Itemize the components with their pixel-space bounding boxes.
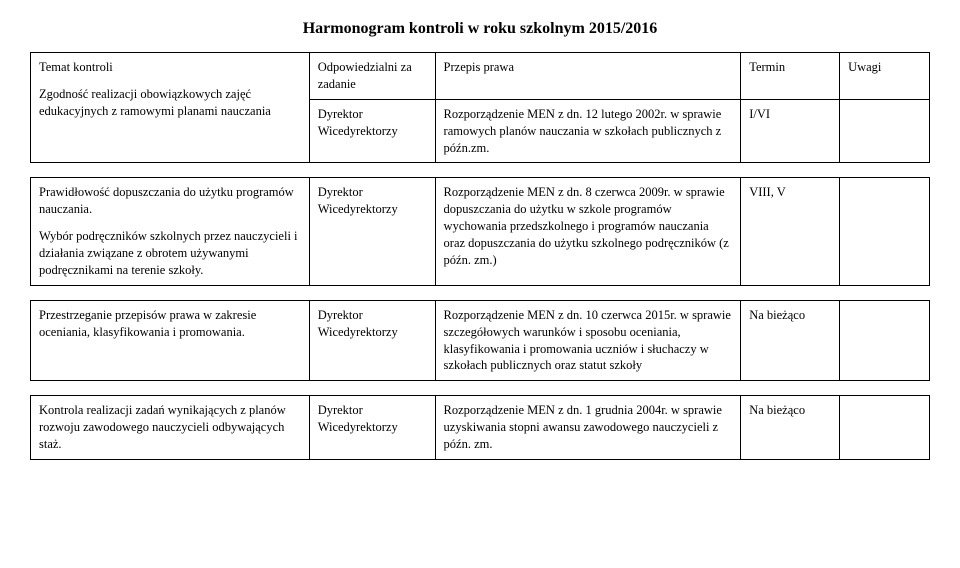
header-table: Temat kontroli Zgodność realizacji obowi… xyxy=(30,52,930,163)
cell-text: Dyrektor xyxy=(318,403,363,417)
header-cell: Temat kontroli Zgodność realizacji obowi… xyxy=(31,53,310,163)
cell-text: Wicedyrektorzy xyxy=(318,325,398,339)
cell-notes xyxy=(840,178,930,285)
table-row: Przestrzeganie przepisów prawa w zakresi… xyxy=(31,300,930,381)
cell-term: VIII, V xyxy=(741,178,840,285)
cell-text: Dyrektor xyxy=(318,308,363,322)
header-cell: Termin xyxy=(741,53,840,100)
cell-text: Wicedyrektorzy xyxy=(318,202,398,216)
cell-responsible: Dyrektor Wicedyrektorzy xyxy=(309,300,435,381)
cell-law: Rozporządzenie MEN z dn. 8 czerwca 2009r… xyxy=(435,178,741,285)
cell-responsible: Dyrektor Wicedyrektorzy xyxy=(309,396,435,460)
cell-notes xyxy=(840,300,930,381)
table-row: Kontrola realizacji zadań wynikających z… xyxy=(31,396,930,460)
header-label: Temat kontroli xyxy=(39,60,113,74)
cell-text: Dyrektor xyxy=(318,107,363,121)
cell-term: Na bieżąco xyxy=(741,396,840,460)
cell-text: Zgodność realizacji obowiązkowych zajęć … xyxy=(39,86,301,120)
cell-topic: Prawidłowość dopuszczania do użytku prog… xyxy=(31,178,310,285)
cell-notes xyxy=(840,396,930,460)
row-table: Prawidłowość dopuszczania do użytku prog… xyxy=(30,177,930,285)
cell-text: Dyrektor xyxy=(318,185,363,199)
row-table: Kontrola realizacji zadań wynikających z… xyxy=(30,395,930,460)
cell-text: Wybór podręczników szkolnych przez naucz… xyxy=(39,228,301,279)
header-cell: Przepis prawa xyxy=(435,53,741,100)
header-cell: Odpowiedzialni za zadanie xyxy=(309,53,435,100)
page-title: Harmonogram kontroli w roku szkolnym 201… xyxy=(30,20,930,38)
cell-topic: Przestrzeganie przepisów prawa w zakresi… xyxy=(31,300,310,381)
cell-responsible: Dyrektor Wicedyrektorzy xyxy=(309,178,435,285)
cell-law: Rozporządzenie MEN z dn. 12 lutego 2002r… xyxy=(435,99,741,163)
cell-law: Rozporządzenie MEN z dn. 1 grudnia 2004r… xyxy=(435,396,741,460)
cell-topic: Kontrola realizacji zadań wynikających z… xyxy=(31,396,310,460)
cell-law: Rozporządzenie MEN z dn. 10 czerwca 2015… xyxy=(435,300,741,381)
cell-responsible: Dyrektor Wicedyrektorzy xyxy=(309,99,435,163)
table-row: Prawidłowość dopuszczania do użytku prog… xyxy=(31,178,930,285)
cell-text: Wicedyrektorzy xyxy=(318,124,398,138)
table-header-row: Temat kontroli Zgodność realizacji obowi… xyxy=(31,53,930,100)
cell-term: I/VI xyxy=(741,99,840,163)
header-cell: Uwagi xyxy=(840,53,930,100)
cell-text: Prawidłowość dopuszczania do użytku prog… xyxy=(39,185,294,216)
row-table: Przestrzeganie przepisów prawa w zakresi… xyxy=(30,300,930,382)
cell-term: Na bieżąco xyxy=(741,300,840,381)
cell-notes xyxy=(840,99,930,163)
cell-text: Wicedyrektorzy xyxy=(318,420,398,434)
